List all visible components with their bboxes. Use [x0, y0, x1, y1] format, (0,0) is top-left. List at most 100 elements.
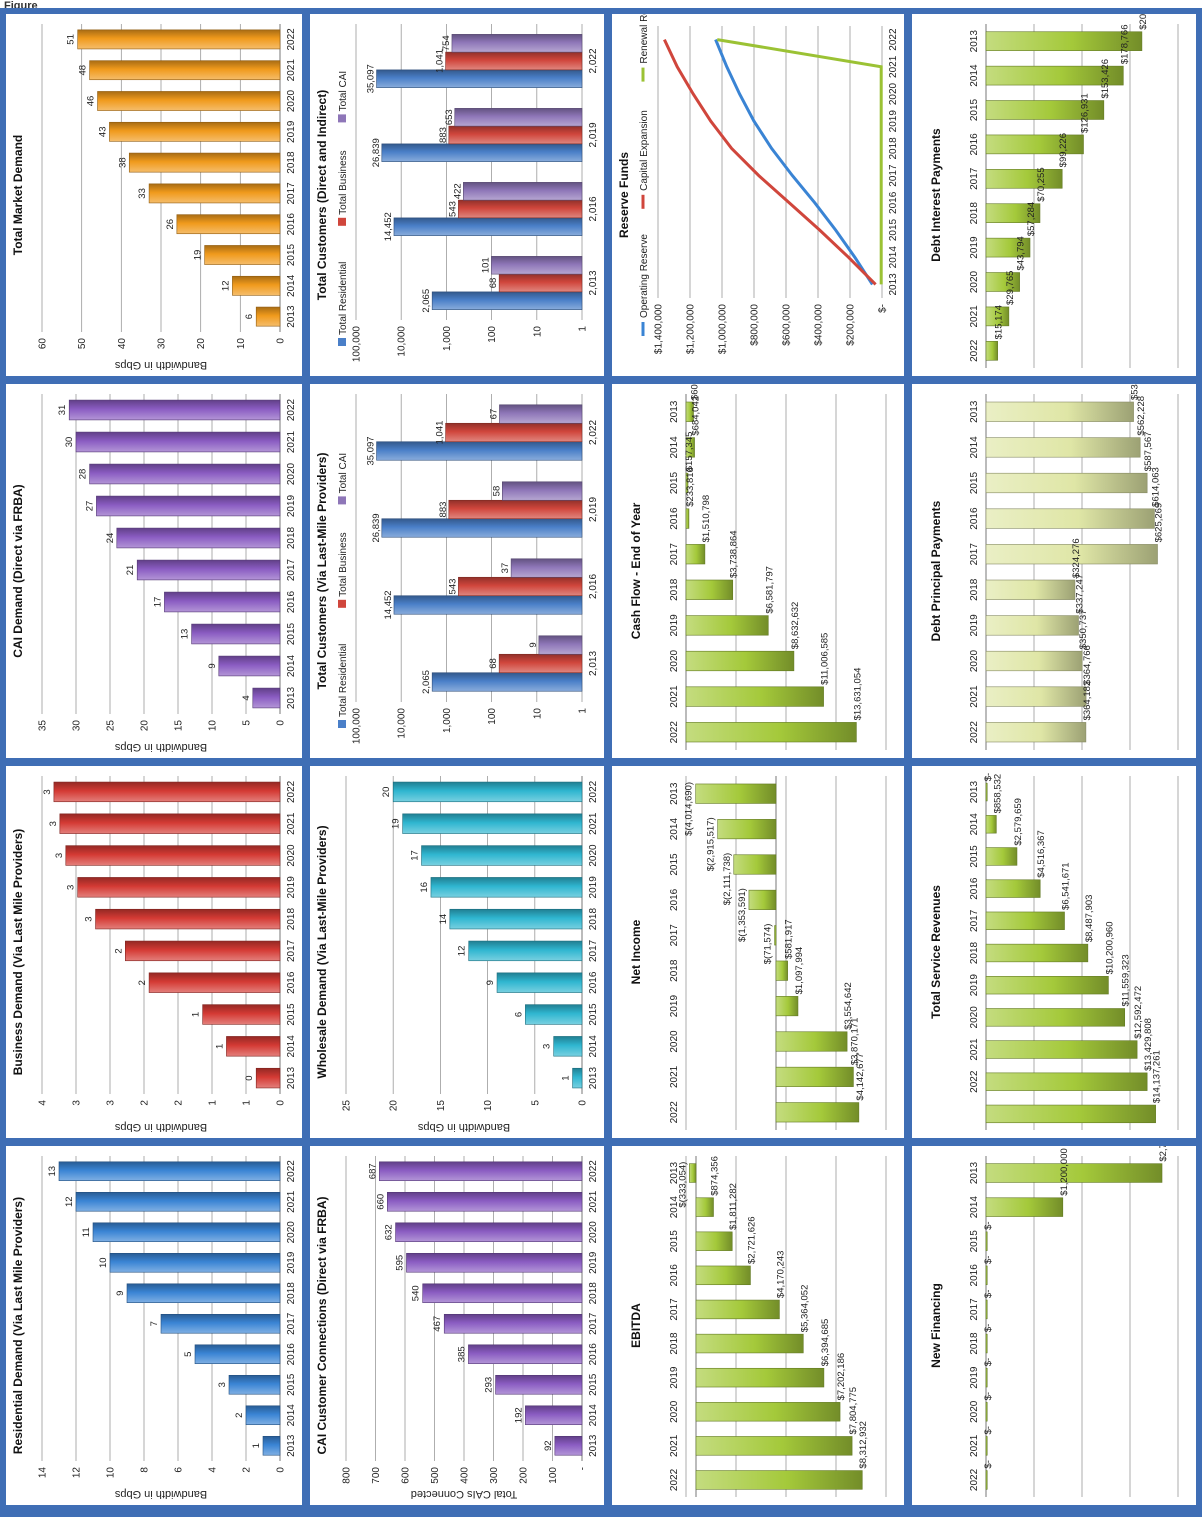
bar-2017: [125, 940, 281, 962]
chart-svg: CAI Customer Connections (Direct via FRB…: [315, 1156, 599, 1500]
legend-swatch: [338, 217, 346, 226]
data-label: $11,559,323: [1121, 954, 1132, 1006]
x-tick-label: 2013: [286, 686, 297, 709]
data-label: $11,006,585: [820, 633, 831, 685]
bar-total-cai: [454, 108, 583, 127]
legend-swatch: [338, 496, 346, 505]
year-label: 2018: [669, 1332, 680, 1355]
x-tick-label: 2017: [286, 939, 297, 962]
data-label: 68: [488, 658, 499, 669]
chart-svg: Residential Demand (Via Last Mile Provid…: [11, 1156, 297, 1500]
year-label: 2018: [969, 578, 980, 601]
data-label: 595: [394, 1255, 405, 1271]
bar-2021: [75, 1191, 281, 1212]
data-label: 1,041: [435, 49, 446, 73]
bar-2021: [402, 813, 583, 834]
chart-title: Total Market Demand: [11, 135, 25, 255]
year-label: 2022: [669, 1101, 680, 1124]
data-label: 7: [149, 1321, 160, 1326]
bar-2020: [92, 1222, 281, 1243]
data-label: 3: [54, 853, 65, 858]
data-label: 6: [244, 314, 255, 319]
year-label: 2019: [969, 236, 980, 259]
year-label: 2020: [969, 1006, 980, 1029]
bar-2018: [422, 1283, 583, 1304]
year-label: 2014: [669, 818, 680, 841]
bar-extra: [985, 1104, 1156, 1124]
data-label: 9: [115, 1291, 126, 1296]
data-label: $6,541,671: [1061, 862, 1072, 910]
legend-swatch: [338, 599, 346, 608]
bar-2022: [695, 1470, 863, 1490]
year-label: 2016: [969, 1264, 980, 1287]
y-tick-label: 300: [489, 1467, 500, 1484]
data-label: $-: [983, 1324, 994, 1332]
year-label: 2017: [969, 1298, 980, 1321]
bar-2015: [695, 1231, 733, 1251]
bar-2018: [449, 908, 583, 930]
year-label: 2021: [669, 1065, 680, 1088]
year-label: 2013: [669, 782, 680, 805]
bar-2019: [96, 495, 281, 517]
year-label: 2014: [669, 436, 680, 459]
chart-svg: Debt Interest Payments 2013 2014 2015 2016 20…: [929, 14, 1179, 368]
year-label: 2017: [969, 167, 980, 190]
bar-2014: [553, 1036, 583, 1057]
legend-entry: Capital Expansion: [639, 110, 650, 191]
y-tick-label: 100,000: [352, 326, 363, 363]
y-tick-label: 1,000: [442, 708, 453, 733]
data-label: 16: [419, 882, 430, 893]
data-label: 38: [117, 157, 128, 168]
x-tick-label: 2015: [286, 243, 297, 266]
chart-svg: Reserve Funds Operating Reserve Capital Ex…: [617, 14, 899, 354]
x-tick-label: 2013: [588, 1434, 599, 1457]
x-tick-label: 2015: [588, 1003, 599, 1026]
y-axis-label: Bandwidth in Gbps: [114, 1488, 207, 1500]
x-tick-label: 2020: [588, 1221, 599, 1244]
bar-2019: [775, 996, 799, 1017]
y-tick-label: 12: [72, 1467, 83, 1479]
year-label: 2019: [969, 614, 980, 637]
y-tick-label: 15: [436, 1100, 447, 1112]
data-label: $153,426: [1100, 59, 1111, 99]
y-tick-label: $600,000: [782, 304, 793, 346]
bar-2018: [985, 579, 1076, 600]
year-label: 2020: [669, 1030, 680, 1053]
bar-2013: [572, 1067, 583, 1089]
bar-2019: [985, 237, 1031, 258]
bar-2021: [985, 1436, 988, 1456]
y-tick-label: 15: [174, 720, 185, 732]
year-label: 2016: [969, 507, 980, 530]
bar-total-business: [448, 125, 583, 145]
data-label: 92: [543, 1440, 554, 1451]
data-label: $6,394,685: [820, 1319, 831, 1367]
x-tick-label: 2019: [286, 876, 297, 899]
data-label: $7,202,186: [836, 1353, 847, 1401]
data-label: 6: [513, 1012, 524, 1017]
bar-2021: [75, 431, 281, 453]
chart-svg: Total Service Revenues 2013 2014 2015 2016 20…: [929, 773, 1179, 1130]
x-tick-label: 2019: [588, 876, 599, 899]
x-tick-label: 2021: [588, 812, 599, 835]
data-label: 192: [513, 1407, 524, 1423]
bar-2014: [232, 275, 281, 296]
bar-total-cai: [510, 558, 583, 578]
data-label: 9: [485, 980, 496, 985]
x-tick-label: 2018: [286, 908, 297, 931]
chart-title: Total Customers (Via Last-Mile Providers…: [315, 453, 329, 690]
y-tick-label: 6: [174, 1467, 185, 1473]
bar-total-cai: [538, 635, 583, 655]
data-label: 754: [441, 35, 452, 51]
chart-svg: Cash Flow - End of Year 2013 2014 2015 2016 2…: [629, 384, 887, 750]
y-axis-label: Bandwidth in Gbps: [114, 741, 207, 753]
data-label: $126,931: [1079, 93, 1090, 133]
data-label: $3,554,642: [843, 982, 854, 1030]
y-tick-label: 10,000: [397, 708, 408, 739]
data-label: $99,226: [1058, 133, 1069, 167]
bar-2021: [89, 60, 281, 81]
x-tick-label: 2018: [588, 1282, 599, 1305]
bar-2022: [985, 1072, 1148, 1091]
y-tick-label: 10: [532, 326, 543, 338]
bar-total-residential: [376, 441, 583, 461]
year-label: 2017: [669, 924, 680, 947]
